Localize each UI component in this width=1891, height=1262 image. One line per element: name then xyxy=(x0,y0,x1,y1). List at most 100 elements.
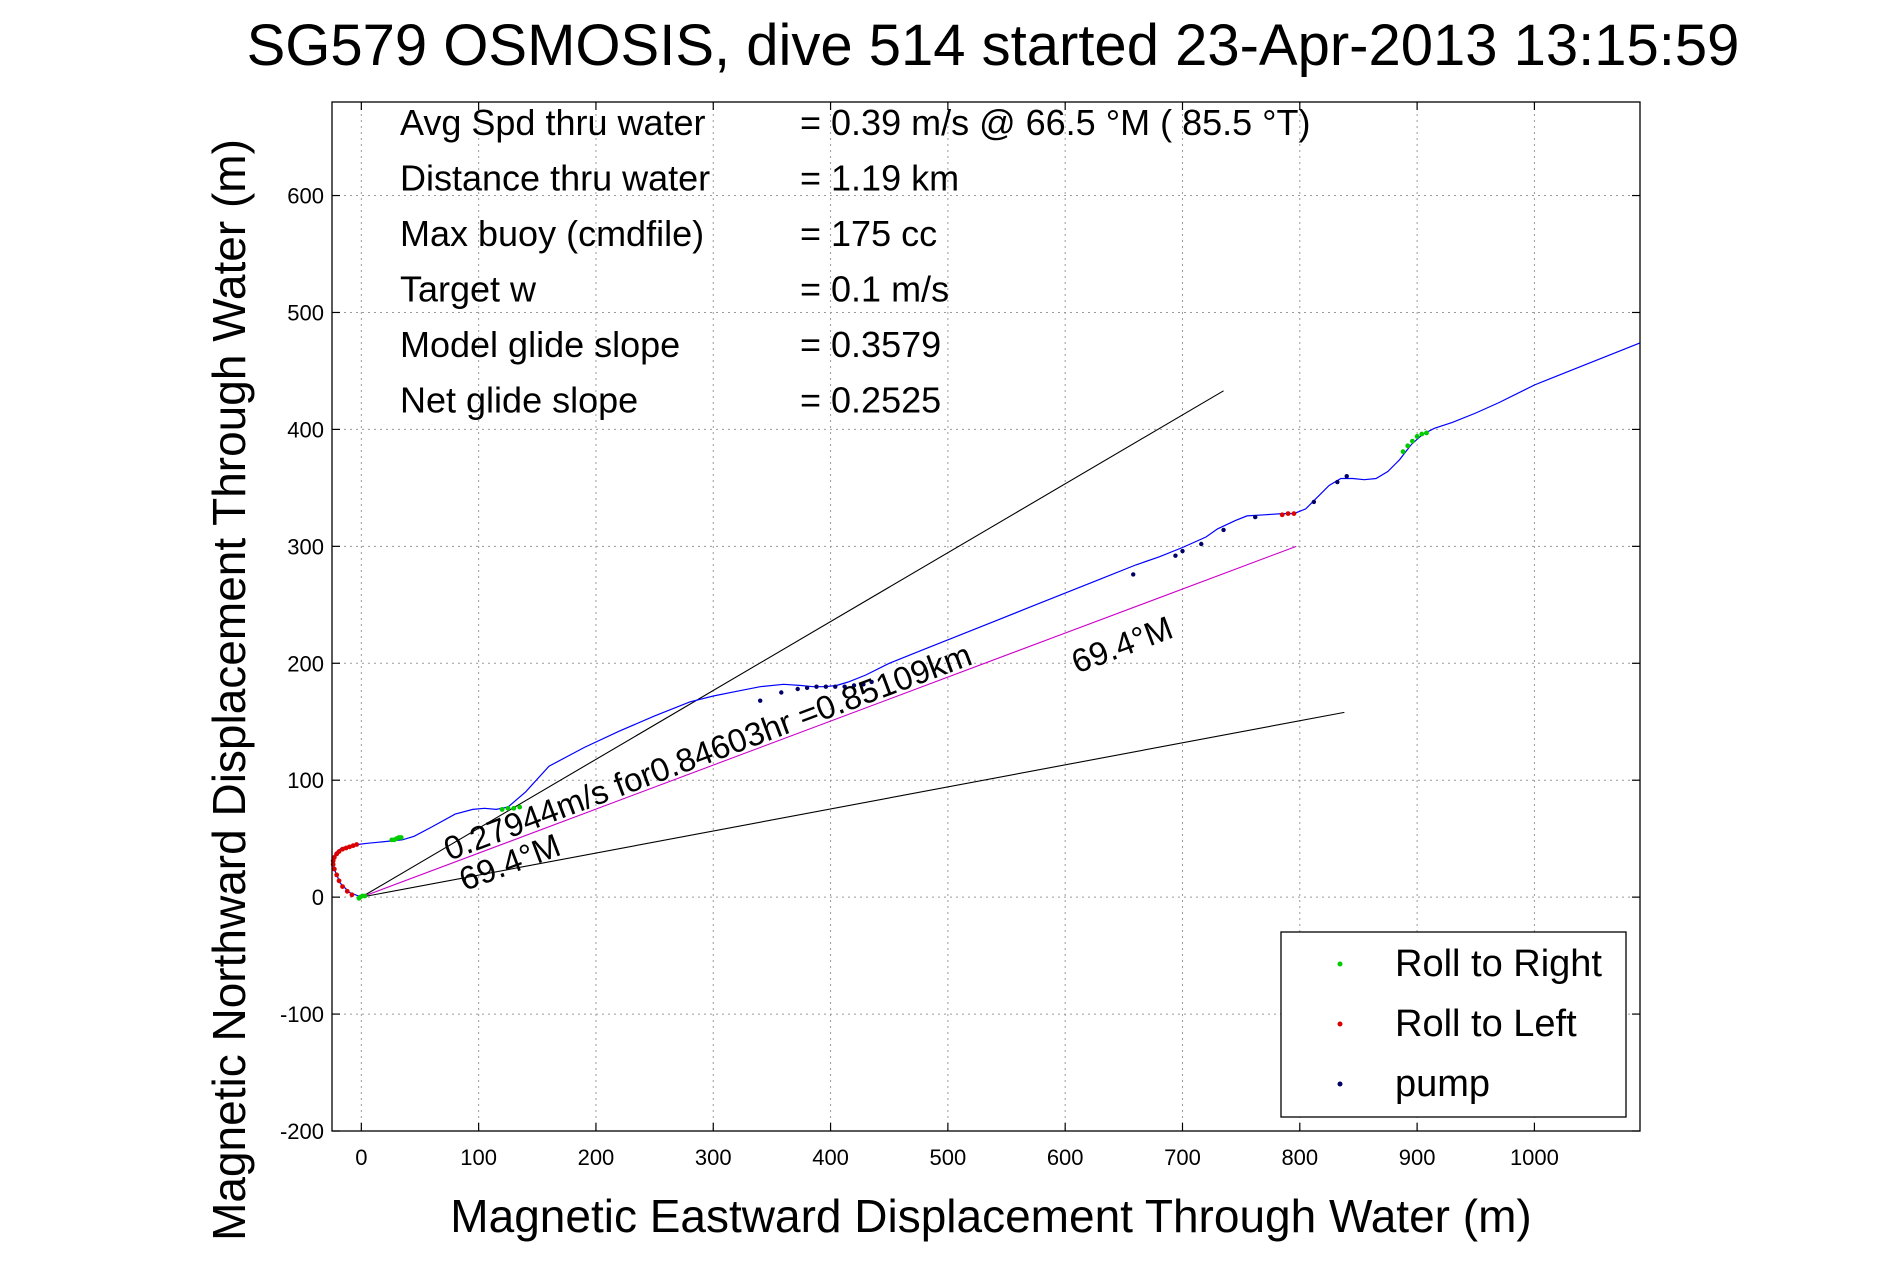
info-label: Net glide slope xyxy=(400,380,638,421)
y-tick-label: 200 xyxy=(287,651,324,676)
x-tick-label: 800 xyxy=(1281,1145,1318,1170)
roll-left-point xyxy=(331,866,337,872)
reference-line-cone-upper xyxy=(361,390,1224,898)
roll-right-point xyxy=(499,807,505,812)
pump-point xyxy=(842,684,847,689)
x-tick-label: 0 xyxy=(355,1145,367,1170)
chart-title: SG579 OSMOSIS, dive 514 started 23-Apr-2… xyxy=(247,13,1740,78)
pump-point xyxy=(1311,499,1317,505)
info-value: = 0.39 m/s @ 66.5 °M ( 85.5 °T) xyxy=(800,102,1311,143)
legend-entries: Roll to Right Roll to Left pump xyxy=(1337,943,1602,1105)
y-axis-label: Magnetic Northward Displacement Through … xyxy=(203,139,255,1241)
pump-point xyxy=(861,682,866,687)
roll-right-point xyxy=(505,805,511,811)
info-label: Distance thru water xyxy=(400,158,710,199)
roll-right-point xyxy=(1410,438,1415,444)
roll-right-point xyxy=(517,804,523,810)
reference-line-cone-lower xyxy=(361,711,1345,898)
y-tick-label: 100 xyxy=(287,768,324,793)
pump-point xyxy=(757,698,763,703)
x-tick-label: 500 xyxy=(930,1145,967,1170)
reference-line-net-track xyxy=(361,545,1297,898)
y-tick-label: 0 xyxy=(312,885,324,910)
pump-point xyxy=(1221,527,1226,533)
x-tick-label: 400 xyxy=(812,1145,849,1170)
legend: Roll to Right Roll to Left pump xyxy=(1280,931,1627,1118)
x-tick-label: 100 xyxy=(460,1145,497,1170)
roll-right-point xyxy=(398,835,404,840)
x-axis-label: Magnetic Eastward Displacement Through W… xyxy=(450,1190,1531,1242)
pump-point xyxy=(779,690,784,695)
legend-label-roll-right: Roll to Right xyxy=(1395,943,1602,985)
x-tick-label: 1000 xyxy=(1510,1145,1559,1170)
pump-point xyxy=(833,684,838,689)
y-tick-label: 400 xyxy=(287,417,324,442)
y-tick-label: 600 xyxy=(287,184,324,209)
roll-right-point xyxy=(511,805,517,811)
roll-right-point xyxy=(1424,430,1429,436)
legend-label-pump: pump xyxy=(1395,1063,1490,1105)
info-label: Avg Spd thru water xyxy=(400,102,706,143)
roll-left-point xyxy=(354,842,360,847)
roll-right-point xyxy=(1419,431,1425,437)
pump-point xyxy=(823,684,829,689)
info-label: Model glide slope xyxy=(400,324,680,365)
roll-left-point xyxy=(1279,512,1285,518)
legend-marker-roll-left xyxy=(1337,1021,1343,1027)
info-value: = 0.1 m/s xyxy=(800,269,949,310)
pump-point xyxy=(1253,514,1258,520)
series-roll-right xyxy=(356,430,1429,901)
y-tick-label: 500 xyxy=(287,300,324,325)
roll-right-point xyxy=(1400,449,1406,455)
pump-point xyxy=(795,686,800,692)
roll-left-point xyxy=(349,892,355,898)
info-value: = 175 cc xyxy=(800,213,937,254)
roll-left-point xyxy=(344,888,350,894)
y-tick-label: 300 xyxy=(287,534,324,559)
x-tick-label: 900 xyxy=(1399,1145,1436,1170)
pump-point xyxy=(869,679,874,685)
pump-point xyxy=(804,685,810,691)
roll-right-point xyxy=(362,893,368,899)
x-tick-label: 700 xyxy=(1164,1145,1201,1170)
x-tick-label: 300 xyxy=(695,1145,732,1170)
pump-point xyxy=(1131,572,1136,577)
info-value: = 0.2525 xyxy=(800,380,941,421)
roll-left-point xyxy=(331,854,337,860)
roll-right-point xyxy=(1405,443,1411,449)
pump-point xyxy=(1180,548,1185,554)
info-value: = 0.3579 xyxy=(800,324,941,365)
info-label: Target w xyxy=(400,269,537,310)
pump-point xyxy=(1173,553,1178,558)
x-tick-label: 200 xyxy=(578,1145,615,1170)
roll-left-point xyxy=(334,872,340,878)
roll-left-point xyxy=(1285,511,1291,516)
info-value: = 1.19 km xyxy=(800,158,959,199)
reference-lines xyxy=(361,390,1345,898)
pump-point xyxy=(1344,473,1349,479)
roll-left-point xyxy=(340,884,345,890)
track-layer xyxy=(332,342,1641,898)
y-tick-label: -100 xyxy=(280,1002,324,1027)
roll-right-point xyxy=(1414,434,1420,439)
legend-marker-roll-right xyxy=(1337,961,1343,967)
series-roll-left xyxy=(330,511,1297,898)
pump-point xyxy=(814,684,819,689)
tick-marks: 0 100 200 300 400 500 600 700 800 900 1000-200-100… xyxy=(280,102,1640,1170)
glider-track-line xyxy=(332,342,1641,898)
y-tick-label: -200 xyxy=(280,1119,324,1144)
series-pump xyxy=(757,473,1349,703)
roll-left-point xyxy=(1291,511,1297,516)
roll-left-point xyxy=(336,849,342,854)
pump-point xyxy=(1335,479,1340,485)
pump-point xyxy=(851,683,857,688)
x-tick-label: 600 xyxy=(1047,1145,1084,1170)
marker-layer xyxy=(330,430,1429,901)
info-label: Max buoy (cmdfile) xyxy=(400,213,704,254)
info-block: Avg Spd thru water = 0.39 m/s @ 66.5 °M (… xyxy=(400,102,1311,421)
pump-point xyxy=(1199,541,1204,547)
plot-frame xyxy=(331,101,1641,1132)
legend-label-roll-left: Roll to Left xyxy=(1395,1003,1577,1045)
roll-left-point xyxy=(336,878,342,884)
